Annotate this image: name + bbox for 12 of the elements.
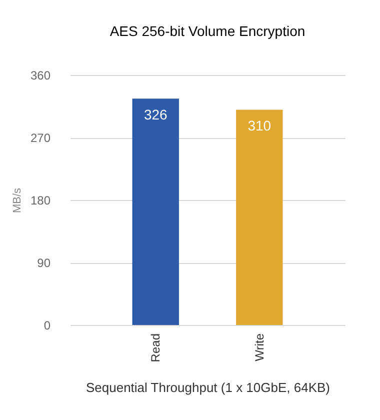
x-tick-label: Read — [148, 334, 163, 362]
chart-title: AES 256-bit Volume Encryption — [110, 23, 306, 39]
x-tick-label: Write — [252, 333, 266, 362]
y-tick-label: 90 — [37, 256, 51, 270]
x-axis-title: Sequential Throughput (1 x 10GbE, 64KB) — [86, 380, 330, 396]
y-axis-title: MB/s — [11, 187, 24, 214]
data-label: 310 — [248, 118, 272, 134]
y-tick-label: 0 — [44, 318, 51, 332]
y-tick-label: 270 — [30, 131, 51, 145]
data-label: 326 — [144, 106, 168, 123]
y-tick-label: 180 — [30, 194, 51, 208]
y-tick-label: 360 — [30, 68, 51, 82]
